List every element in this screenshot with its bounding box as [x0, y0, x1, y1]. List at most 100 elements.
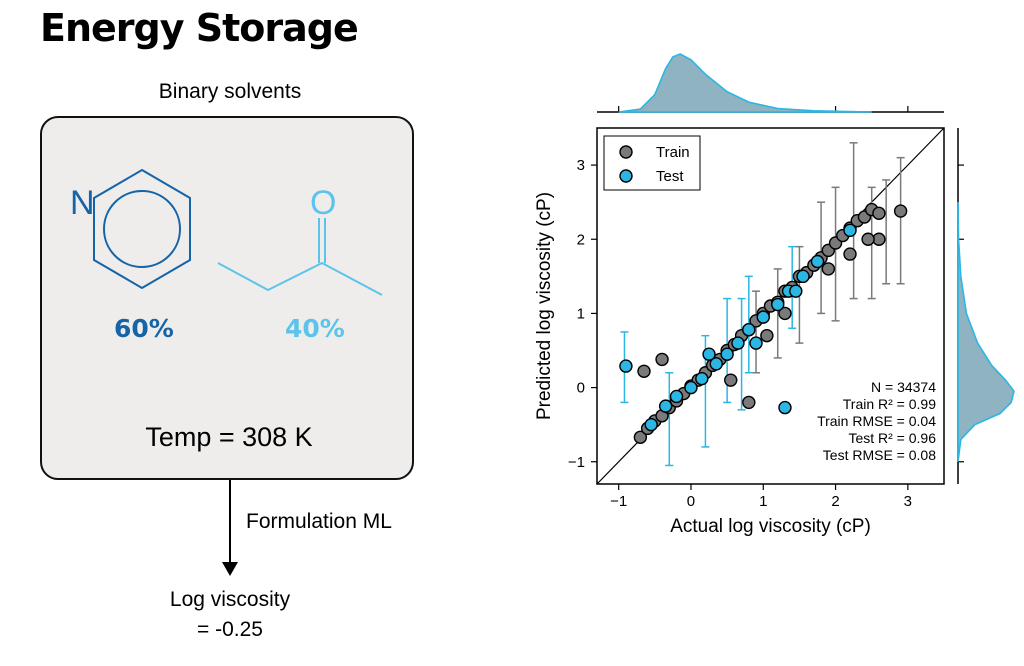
data-points: [619, 202, 908, 444]
y-tick-label: −1: [568, 454, 585, 471]
x-tick-label: 0: [687, 493, 695, 510]
stat-line: Train RMSE = 0.04: [817, 413, 936, 429]
train-point: [633, 430, 648, 444]
train-point: [684, 379, 698, 393]
train-point: [749, 314, 763, 328]
train-point: [662, 400, 676, 415]
train-point: [669, 394, 684, 408]
train-point: [742, 395, 756, 410]
y-tick-label: 0: [577, 380, 585, 397]
train-point: [677, 386, 691, 401]
box-label: Binary solvents: [158, 80, 302, 103]
train-point: [655, 352, 669, 367]
temperature-label: Temp = 308 K: [145, 422, 313, 452]
pyridine-atom-label: N: [70, 184, 95, 222]
x-tick-label: 3: [904, 493, 912, 510]
top-kde: [597, 53, 944, 113]
train-point: [872, 206, 886, 220]
pyridine-percent: 60%: [114, 314, 174, 343]
y-tick-label: 2: [577, 231, 585, 248]
test-point: [749, 336, 763, 350]
y-axis-label: Predicted log viscosity (cP): [534, 192, 555, 420]
train-point: [821, 262, 836, 276]
y-tick-label: 1: [577, 305, 585, 322]
butanone-skeleton: [217, 261, 383, 296]
top-kde-curve: [618, 53, 872, 113]
stat-line: Test R² = 0.96: [848, 430, 936, 446]
test-point: [796, 269, 810, 284]
test-point: [731, 336, 745, 350]
x-tick-label: −1: [610, 493, 627, 510]
train-point: [655, 409, 669, 423]
train-point: [778, 306, 792, 321]
parity-line: [596, 127, 945, 485]
right-kde-curve: [957, 202, 1015, 462]
solvent-box: N O 60% 40% Temp = 308 K: [40, 116, 414, 480]
stat-line: Test RMSE = 0.08: [823, 447, 936, 463]
test-point: [742, 323, 756, 337]
test-point: [756, 310, 770, 324]
output-label-line2: = -0.25: [197, 618, 263, 641]
x-tick-label: 1: [759, 493, 767, 510]
train-point: [828, 236, 843, 250]
test-point: [644, 417, 658, 432]
formulation-ml-label: Formulation ML: [246, 510, 392, 533]
test-point: [781, 284, 796, 298]
train-point: [698, 366, 713, 380]
train-point: [850, 214, 864, 228]
right-kde: [957, 128, 1015, 484]
train-point: [785, 280, 799, 295]
pyridine-ring: [93, 168, 191, 290]
test-point: [619, 359, 633, 373]
train-point: [705, 358, 720, 373]
train-point: [713, 352, 727, 367]
test-point: [720, 347, 734, 361]
legend-marker-test: [619, 169, 633, 183]
test-point: [709, 357, 723, 371]
x-tick-label: 2: [831, 493, 839, 510]
train-point: [872, 232, 886, 246]
legend-label-test: Test: [656, 168, 684, 185]
train-point: [734, 328, 749, 343]
train-point: [771, 295, 785, 309]
train-point: [814, 251, 828, 265]
train-point: [778, 284, 792, 298]
test-point: [843, 223, 857, 238]
train-point: [865, 202, 879, 217]
train-point: [893, 204, 908, 218]
pyridine-structure: N O: [70, 168, 383, 296]
legend-label-train: Train: [656, 144, 690, 161]
butanone-percent: 40%: [285, 314, 345, 343]
train-point: [843, 247, 857, 261]
test-point: [684, 380, 698, 395]
train-point: [727, 337, 742, 352]
train-point: [763, 299, 778, 313]
train-point: [691, 373, 705, 387]
legend-box: [603, 135, 701, 191]
test-point: [702, 347, 716, 361]
train-point: [637, 364, 651, 378]
process-arrow-line: [229, 480, 231, 564]
test-point: [778, 400, 792, 415]
x-axis-label: Actual log viscosity (cP): [670, 516, 871, 537]
process-arrow-head: [222, 562, 238, 576]
train-point: [857, 210, 872, 224]
test-point: [810, 254, 825, 269]
chart-text: −1 0 1 2 3 −1 0 1 2 3 Actual log viscosity (cP) Pre…: [534, 135, 936, 537]
axes: [591, 127, 945, 490]
train-point: [821, 243, 836, 258]
train-point: [799, 265, 814, 280]
page-title: Energy Storage: [40, 6, 359, 50]
train-point: [792, 269, 807, 284]
test-point: [789, 284, 803, 298]
train-point: [843, 221, 857, 235]
test-point: [771, 297, 785, 312]
output-label-line1: Log viscosity: [169, 588, 291, 611]
train-point: [742, 323, 756, 337]
plot-frame: [596, 127, 945, 485]
train-point: [720, 343, 734, 358]
train-point: [648, 414, 662, 428]
test-point: [669, 389, 684, 404]
pyridine-aromatic-circle: [103, 190, 181, 268]
butanone-atom-label: O: [310, 184, 336, 222]
